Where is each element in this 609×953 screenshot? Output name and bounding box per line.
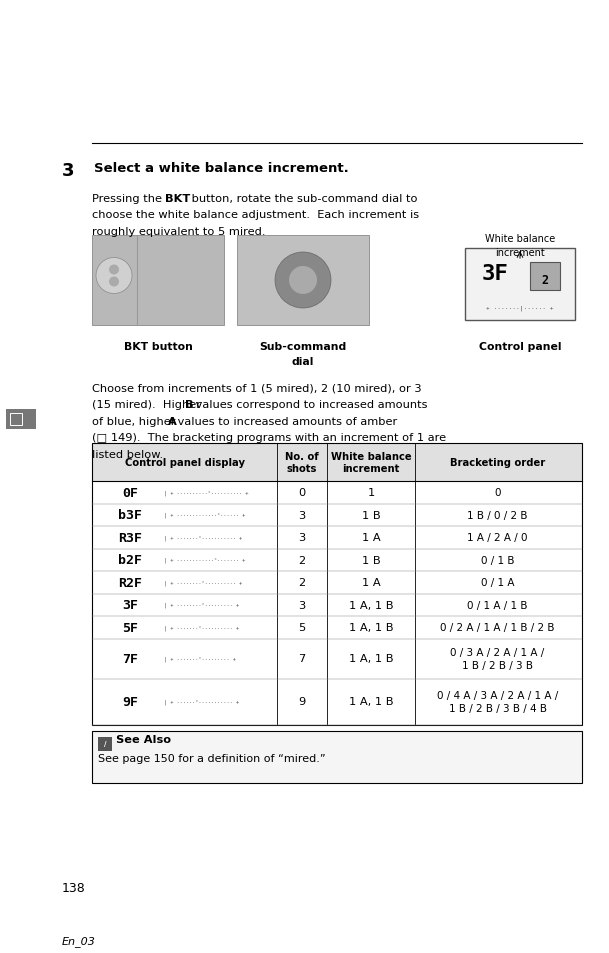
Text: 2: 2 — [298, 578, 306, 588]
Text: BKT button: BKT button — [124, 341, 192, 352]
Bar — [92, 443, 582, 724]
Text: 9F: 9F — [122, 696, 138, 708]
Text: 0: 0 — [495, 488, 501, 497]
Text: 138: 138 — [62, 882, 86, 894]
Text: 1: 1 — [367, 488, 375, 497]
Text: No. of
shots: No. of shots — [285, 452, 319, 474]
Text: 1 B: 1 B — [362, 510, 380, 520]
Text: See page 150 for a definition of “mired.”: See page 150 for a definition of “mired.… — [98, 753, 326, 762]
Text: Pressing the: Pressing the — [92, 193, 166, 204]
Circle shape — [96, 258, 132, 294]
Text: See Also: See Also — [116, 735, 171, 744]
Text: 1 A: 1 A — [362, 533, 380, 542]
Text: 1 A, 1 B: 1 A, 1 B — [349, 600, 393, 610]
Text: En_03: En_03 — [62, 935, 96, 946]
Text: 1 A, 1 B: 1 A, 1 B — [349, 654, 393, 664]
Text: 9: 9 — [298, 697, 306, 707]
Text: 3F: 3F — [122, 598, 138, 612]
Text: 2: 2 — [541, 274, 549, 287]
Text: BKT: BKT — [166, 193, 191, 204]
Text: | + ·······°··········· +: | + ·······°··········· + — [164, 535, 242, 540]
Text: 0 / 1 A / 1 B: 0 / 1 A / 1 B — [467, 600, 528, 610]
Text: A: A — [167, 416, 176, 427]
Text: 0 / 2 A / 1 A / 1 B / 2 B: 0 / 2 A / 1 A / 1 B / 2 B — [440, 622, 555, 633]
Text: 3: 3 — [62, 162, 74, 180]
Bar — [530, 262, 560, 291]
Text: 2: 2 — [298, 556, 306, 565]
Text: 7F: 7F — [122, 652, 138, 665]
Text: 1 A, 1 B: 1 A, 1 B — [349, 622, 393, 633]
Text: 5: 5 — [298, 622, 306, 633]
Text: Select a white balance increment.: Select a white balance increment. — [94, 162, 349, 174]
Bar — [92, 443, 582, 481]
Text: listed below.: listed below. — [92, 450, 163, 459]
Bar — [10, 414, 22, 426]
Text: b2F: b2F — [118, 554, 142, 567]
Text: 3: 3 — [298, 533, 306, 542]
Text: | + ··········°·········· +: | + ··········°·········· + — [164, 490, 248, 496]
Text: 7: 7 — [298, 654, 306, 664]
Text: (□ 149).  The bracketing programs with an increment of 1 are: (□ 149). The bracketing programs with an… — [92, 433, 446, 443]
Text: Choose from increments of 1 (5 mired), 2 (10 mired), or 3: Choose from increments of 1 (5 mired), 2… — [92, 384, 421, 394]
Text: 3: 3 — [298, 510, 306, 520]
Text: values correspond to increased amounts: values correspond to increased amounts — [192, 400, 428, 410]
Text: 0F: 0F — [122, 486, 138, 499]
Text: | + ············°······· +: | + ············°······· + — [164, 558, 245, 563]
Text: | + ·······°········· +: | + ·······°········· + — [164, 656, 236, 661]
Text: values to increased amounts of amber: values to increased amounts of amber — [174, 416, 397, 427]
Text: 3F: 3F — [482, 264, 509, 284]
Bar — [237, 235, 369, 326]
Text: b3F: b3F — [118, 509, 142, 521]
Text: 5F: 5F — [122, 621, 138, 634]
Text: | + ········°········· +: | + ········°········· + — [164, 602, 239, 608]
Text: 0 / 3 A / 2 A / 1 A /
1 B / 2 B / 3 B: 0 / 3 A / 2 A / 1 A / 1 B / 2 B / 3 B — [451, 648, 544, 670]
Circle shape — [289, 267, 317, 294]
Text: 1 A, 1 B: 1 A, 1 B — [349, 697, 393, 707]
Text: R3F: R3F — [118, 531, 142, 544]
Circle shape — [109, 277, 119, 287]
Bar — [6, 410, 36, 430]
Text: increment: increment — [495, 248, 545, 257]
Text: of blue, higher: of blue, higher — [92, 416, 179, 427]
Text: | + ·············°······ +: | + ·············°······ + — [164, 513, 245, 518]
Text: 0: 0 — [298, 488, 306, 497]
Bar — [465, 249, 575, 320]
Text: dial: dial — [292, 357, 314, 367]
Text: White balance
increment: White balance increment — [331, 452, 411, 474]
Text: Bracketing order: Bracketing order — [450, 457, 545, 468]
Bar — [92, 731, 582, 782]
Text: 0 / 1 B: 0 / 1 B — [481, 556, 514, 565]
Text: (15 mired).  Higher: (15 mired). Higher — [92, 400, 205, 410]
Text: 1 B: 1 B — [362, 556, 380, 565]
Text: R2F: R2F — [118, 577, 142, 589]
Text: 0 / 1 A: 0 / 1 A — [481, 578, 514, 588]
Text: B: B — [185, 400, 194, 410]
Text: | + ·······°·········· +: | + ·······°·········· + — [164, 625, 239, 630]
Text: 0 / 4 A / 3 A / 2 A / 1 A /
1 B / 2 B / 3 B / 4 B: 0 / 4 A / 3 A / 2 A / 1 A / 1 B / 2 B / … — [437, 691, 558, 713]
Bar — [98, 737, 112, 751]
Text: 1 A / 2 A / 0: 1 A / 2 A / 0 — [467, 533, 528, 542]
Text: 1 A: 1 A — [362, 578, 380, 588]
Text: + ·······|······ +: + ·······|······ + — [486, 305, 554, 311]
Circle shape — [109, 265, 119, 275]
Text: | + ······°··········· +: | + ······°··········· + — [164, 699, 239, 704]
Text: roughly equivalent to 5 mired.: roughly equivalent to 5 mired. — [92, 227, 266, 236]
Text: Sub-command: Sub-command — [259, 341, 347, 352]
Bar — [92, 235, 224, 326]
Text: Control panel display: Control panel display — [124, 457, 244, 468]
Text: Control panel: Control panel — [479, 341, 561, 352]
Circle shape — [275, 253, 331, 309]
Text: 1 B / 0 / 2 B: 1 B / 0 / 2 B — [467, 510, 528, 520]
Text: | + ········°·········· +: | + ········°·········· + — [164, 579, 242, 585]
Text: button, rotate the sub-command dial to: button, rotate the sub-command dial to — [189, 193, 418, 204]
Text: White balance: White balance — [485, 233, 555, 244]
Text: choose the white balance adjustment.  Each increment is: choose the white balance adjustment. Eac… — [92, 211, 419, 220]
Text: /: / — [104, 740, 106, 747]
Text: 3: 3 — [298, 600, 306, 610]
